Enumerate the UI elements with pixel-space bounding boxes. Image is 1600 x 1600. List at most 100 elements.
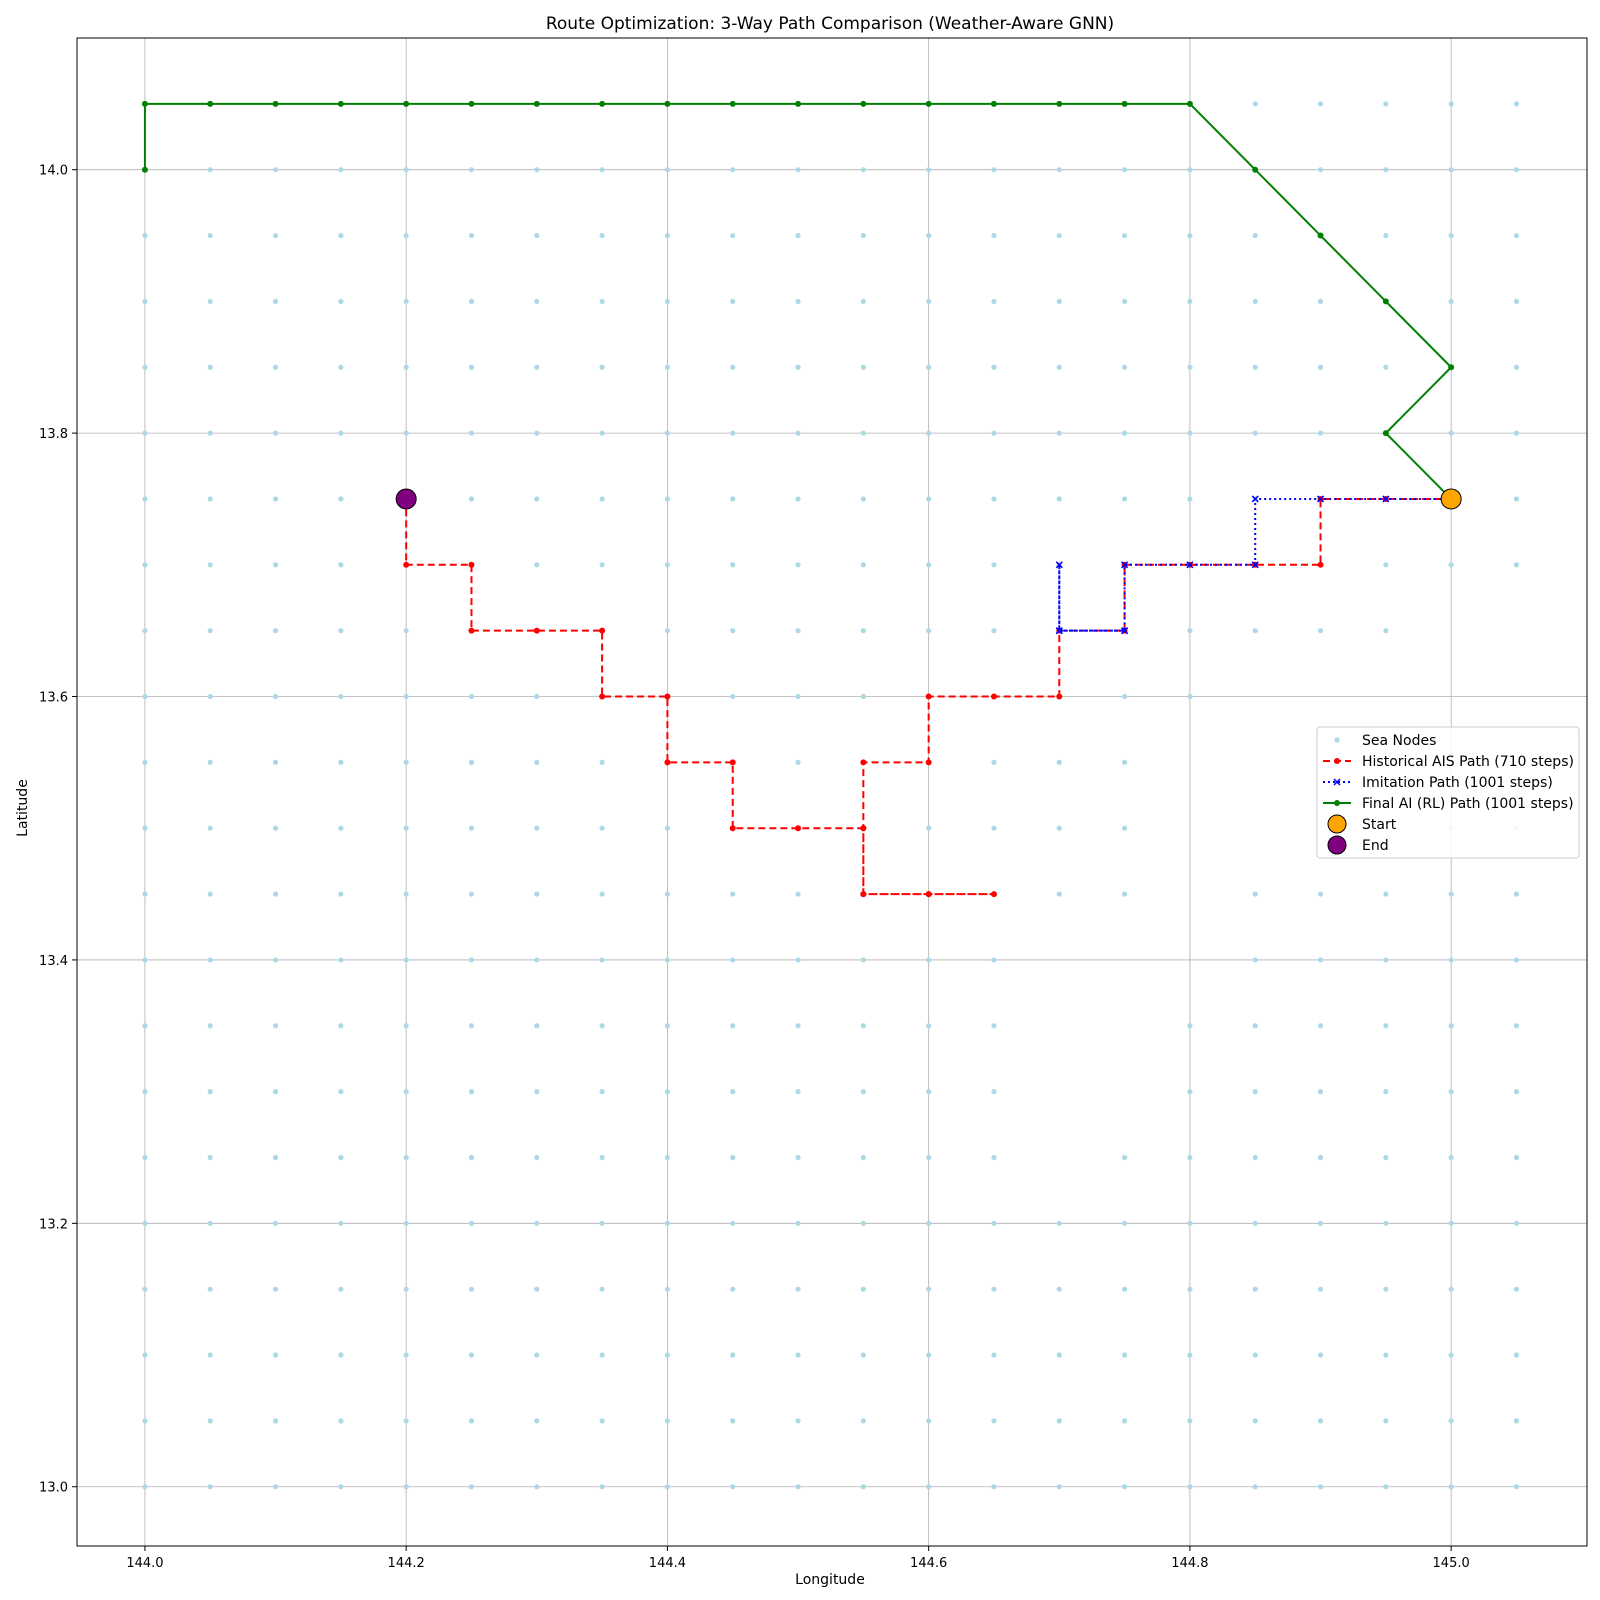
- sea-node-point: [795, 1089, 801, 1095]
- sea-node-point: [338, 430, 344, 436]
- series-dot-marker: [729, 759, 736, 766]
- sea-node-point: [795, 562, 801, 568]
- sea-node-point: [1187, 1089, 1193, 1095]
- sea-node-point: [991, 1352, 997, 1358]
- sea-node-point: [926, 167, 932, 173]
- sea-node-point: [338, 1286, 344, 1292]
- sea-node-point: [207, 1089, 213, 1095]
- sea-node-point: [1513, 1418, 1520, 1424]
- sea-node-point: [730, 167, 736, 173]
- x-tick-label: 144.8: [1171, 1556, 1208, 1571]
- sea-node-point: [272, 496, 279, 502]
- sea-node-point: [403, 364, 409, 370]
- sea-node-point: [468, 1286, 475, 1292]
- series-dot-marker: [403, 561, 410, 568]
- path-series-layer: [141, 100, 1455, 898]
- sea-node-point: [272, 298, 279, 305]
- sea-node-point: [926, 825, 932, 831]
- series-dot-marker: [1382, 430, 1389, 437]
- x-tick-label: 144.2: [388, 1556, 425, 1571]
- sea-node-point: [730, 1220, 736, 1226]
- sea-node-point: [1187, 1418, 1193, 1424]
- sea-node-point: [730, 298, 736, 305]
- sea-node-point: [272, 1220, 279, 1226]
- sea-node-point: [664, 1418, 671, 1424]
- sea-node-point: [1056, 167, 1062, 173]
- sea-node-point: [599, 364, 605, 370]
- sea-node-point: [1448, 891, 1454, 897]
- series-dot-marker: [1334, 800, 1340, 806]
- series-x-marker: [1121, 561, 1129, 569]
- sea-node-point: [664, 1352, 671, 1358]
- sea-node-point: [1121, 430, 1128, 436]
- sea-node-point: [795, 1154, 801, 1161]
- sea-node-point: [142, 1089, 148, 1095]
- sea-node-point: [795, 1484, 801, 1490]
- sea-node-point: [599, 1286, 605, 1292]
- sea-node-point: [730, 1484, 736, 1490]
- sea-node-point: [1383, 1089, 1389, 1095]
- sea-node-point: [403, 1023, 409, 1029]
- sea-node-point: [534, 167, 540, 173]
- sea-node-point: [860, 232, 866, 239]
- sea-node-point: [1252, 430, 1258, 436]
- sea-node-point: [1121, 1418, 1128, 1424]
- sea-node-point: [272, 628, 279, 634]
- sea-node-point: [795, 1286, 801, 1292]
- sea-node-point: [1513, 232, 1520, 239]
- sea-node-point: [730, 232, 736, 239]
- sea-node-point: [860, 1484, 866, 1490]
- y-tick-label: 13.8: [39, 427, 68, 442]
- sea-node-point: [1448, 957, 1454, 963]
- sea-node-point: [991, 1220, 997, 1226]
- sea-node-point: [1121, 167, 1128, 173]
- sea-node-point: [1252, 232, 1258, 239]
- sea-node-point: [468, 167, 475, 173]
- sea-node-point: [403, 167, 409, 173]
- sea-node-point: [1383, 101, 1389, 107]
- sea-node-point: [207, 1286, 213, 1292]
- sea-node-point: [1121, 1154, 1128, 1161]
- sea-node-point: [860, 298, 866, 305]
- series-x-marker: [1055, 627, 1063, 635]
- sea-node-point: [1121, 1352, 1128, 1358]
- series-dot-marker: [1252, 166, 1259, 173]
- sea-node-point: [272, 1418, 279, 1424]
- series-dot-marker: [925, 100, 932, 107]
- sea-node-point: [207, 1220, 213, 1226]
- sea-node-point: [599, 957, 605, 963]
- sea-node-point: [142, 1220, 148, 1226]
- sea-node-point: [1317, 1089, 1324, 1095]
- series-dot-marker: [141, 166, 148, 173]
- series-dot-marker: [1334, 758, 1340, 764]
- sea-node-point: [1383, 232, 1389, 239]
- sea-node-point: [599, 759, 605, 765]
- sea-node-point: [207, 1418, 213, 1424]
- sea-node-point: [142, 1286, 148, 1292]
- sea-node-point: [664, 298, 671, 305]
- sea-node-point: [664, 1089, 671, 1095]
- sea-node-point: [1317, 1286, 1324, 1292]
- sea-node-point: [1513, 891, 1520, 897]
- sea-node-point: [468, 1089, 475, 1095]
- sea-node-point: [534, 1484, 540, 1490]
- sea-node-point: [926, 364, 932, 370]
- sea-node-point: [795, 232, 801, 239]
- sea-node-point: [1252, 1154, 1258, 1161]
- axis-ticks: 144.0 144.2 144.4 144.6 144.8 145.0 13.0 13.2 13…: [39, 164, 1470, 1571]
- sea-node-point: [926, 496, 932, 502]
- sea-node-point: [1056, 364, 1062, 370]
- legend-label: End: [1362, 838, 1389, 854]
- sea-node-point: [207, 693, 213, 700]
- sea-node-point: [795, 1418, 801, 1424]
- sea-node-point: [599, 232, 605, 239]
- sea-node-point: [468, 232, 475, 239]
- sea-node-point: [403, 1418, 409, 1424]
- sea-node-point: [926, 232, 932, 239]
- sea-node-point: [403, 957, 409, 963]
- sea-node-point: [599, 562, 605, 568]
- sea-node-point: [1252, 1286, 1258, 1292]
- sea-node-point: [338, 364, 344, 370]
- sea-node-point: [664, 430, 671, 436]
